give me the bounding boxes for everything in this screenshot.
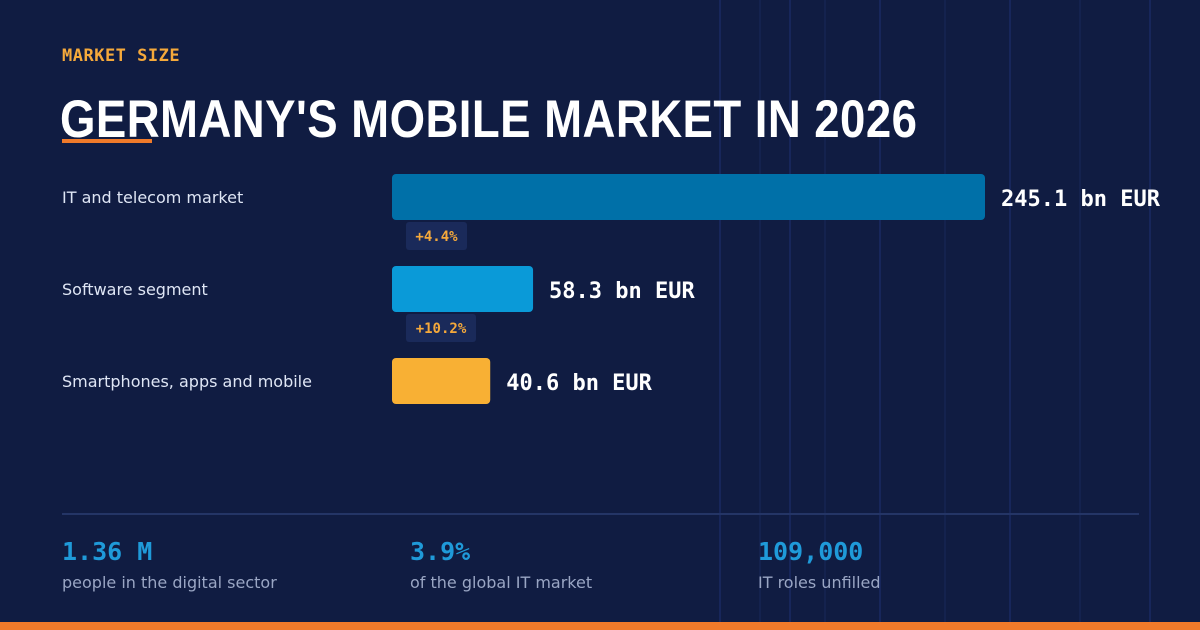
growth-badge-label: +10.2% <box>416 321 467 337</box>
value-label: 58.3 bn EUR <box>549 279 695 304</box>
stat-label: people in the digital sector <box>62 573 277 592</box>
stat-roles-unfilled: 109,000 IT roles unfilled <box>758 537 881 592</box>
stat-label: of the global IT market <box>410 573 593 592</box>
stats-divider <box>62 513 1139 515</box>
eyebrow-label: MARKET SIZE <box>62 46 181 66</box>
growth-badge-label: +4.4% <box>415 229 458 245</box>
bar-chart: IT and telecom market 245.1 bn EUR Softwar… <box>62 174 1161 404</box>
stat-value: 109,000 <box>758 537 864 566</box>
bar <box>392 266 534 312</box>
bottom-accent-bar <box>0 622 1200 630</box>
category-label: Software segment <box>62 280 208 299</box>
growth-badge <box>406 222 467 250</box>
stat-global-share: 3.9% of the global IT market <box>410 537 592 592</box>
bar <box>392 358 491 404</box>
value-label: 40.6 bn EUR <box>506 371 652 396</box>
stat-digital-sector: 1.36 M people in the digital sector <box>62 537 277 592</box>
category-label: IT and telecom market <box>62 188 243 207</box>
stat-value: 3.9% <box>410 537 471 566</box>
page-title: GERMANY'S MOBILE MARKET IN 2026 <box>60 90 918 149</box>
bar <box>392 174 985 220</box>
stat-value: 1.36 M <box>62 537 153 566</box>
growth-badge <box>406 314 476 342</box>
title-underline <box>62 139 152 143</box>
value-label: 245.1 bn EUR <box>1001 187 1161 212</box>
category-label: Smartphones, apps and mobile <box>62 372 312 391</box>
stat-label: IT roles unfilled <box>758 573 881 592</box>
